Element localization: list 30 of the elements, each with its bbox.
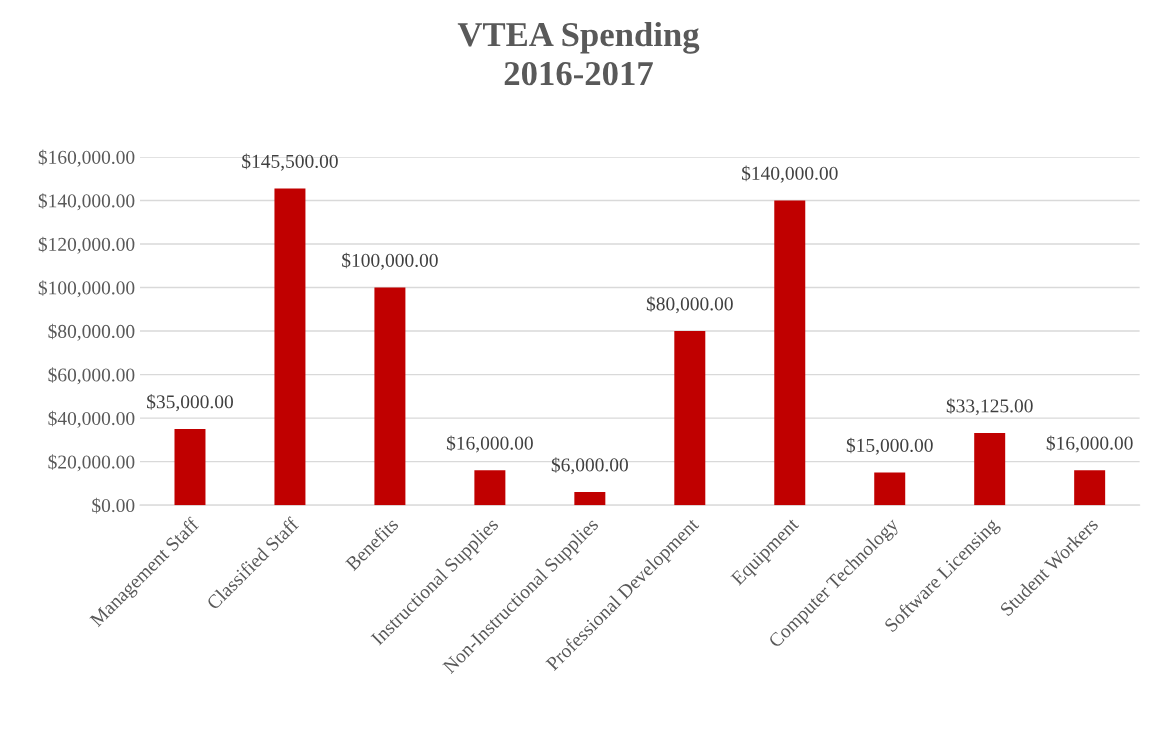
chart-title: VTEA Spending 2016-2017	[457, 21, 700, 86]
y-tick-label: $60,000.00	[48, 367, 135, 385]
data-label: $145,500.00	[242, 153, 338, 171]
bar	[374, 287, 406, 506]
y-tick-label: $40,000.00	[48, 410, 135, 428]
bar	[574, 492, 606, 506]
data-label: $80,000.00	[646, 296, 733, 314]
data-label: $100,000.00	[342, 252, 438, 270]
bar	[474, 470, 506, 506]
y-tick-label: $20,000.00	[48, 454, 135, 472]
y-tick-label: $160,000.00	[38, 149, 135, 167]
data-label: $33,125.00	[946, 398, 1033, 416]
bar	[674, 331, 706, 506]
data-label: $35,000.00	[147, 394, 233, 412]
bar	[274, 188, 306, 506]
bar	[1074, 470, 1106, 506]
data-label: $15,000.00	[846, 437, 933, 455]
y-tick-label: $120,000.00	[38, 236, 135, 254]
bar	[874, 472, 906, 506]
y-tick-label: $100,000.00	[38, 280, 135, 298]
data-label: $16,000.00	[446, 435, 533, 453]
bar	[774, 200, 806, 506]
y-tick-label: $140,000.00	[38, 193, 135, 211]
bar	[974, 433, 1006, 506]
bar	[174, 428, 206, 506]
y-tick-label: $80,000.00	[48, 323, 135, 341]
data-label: $140,000.00	[741, 165, 838, 183]
y-tick-label: $0.00	[92, 497, 135, 514]
data-label: $6,000.00	[551, 457, 628, 475]
data-label: $16,000.00	[1046, 435, 1133, 453]
